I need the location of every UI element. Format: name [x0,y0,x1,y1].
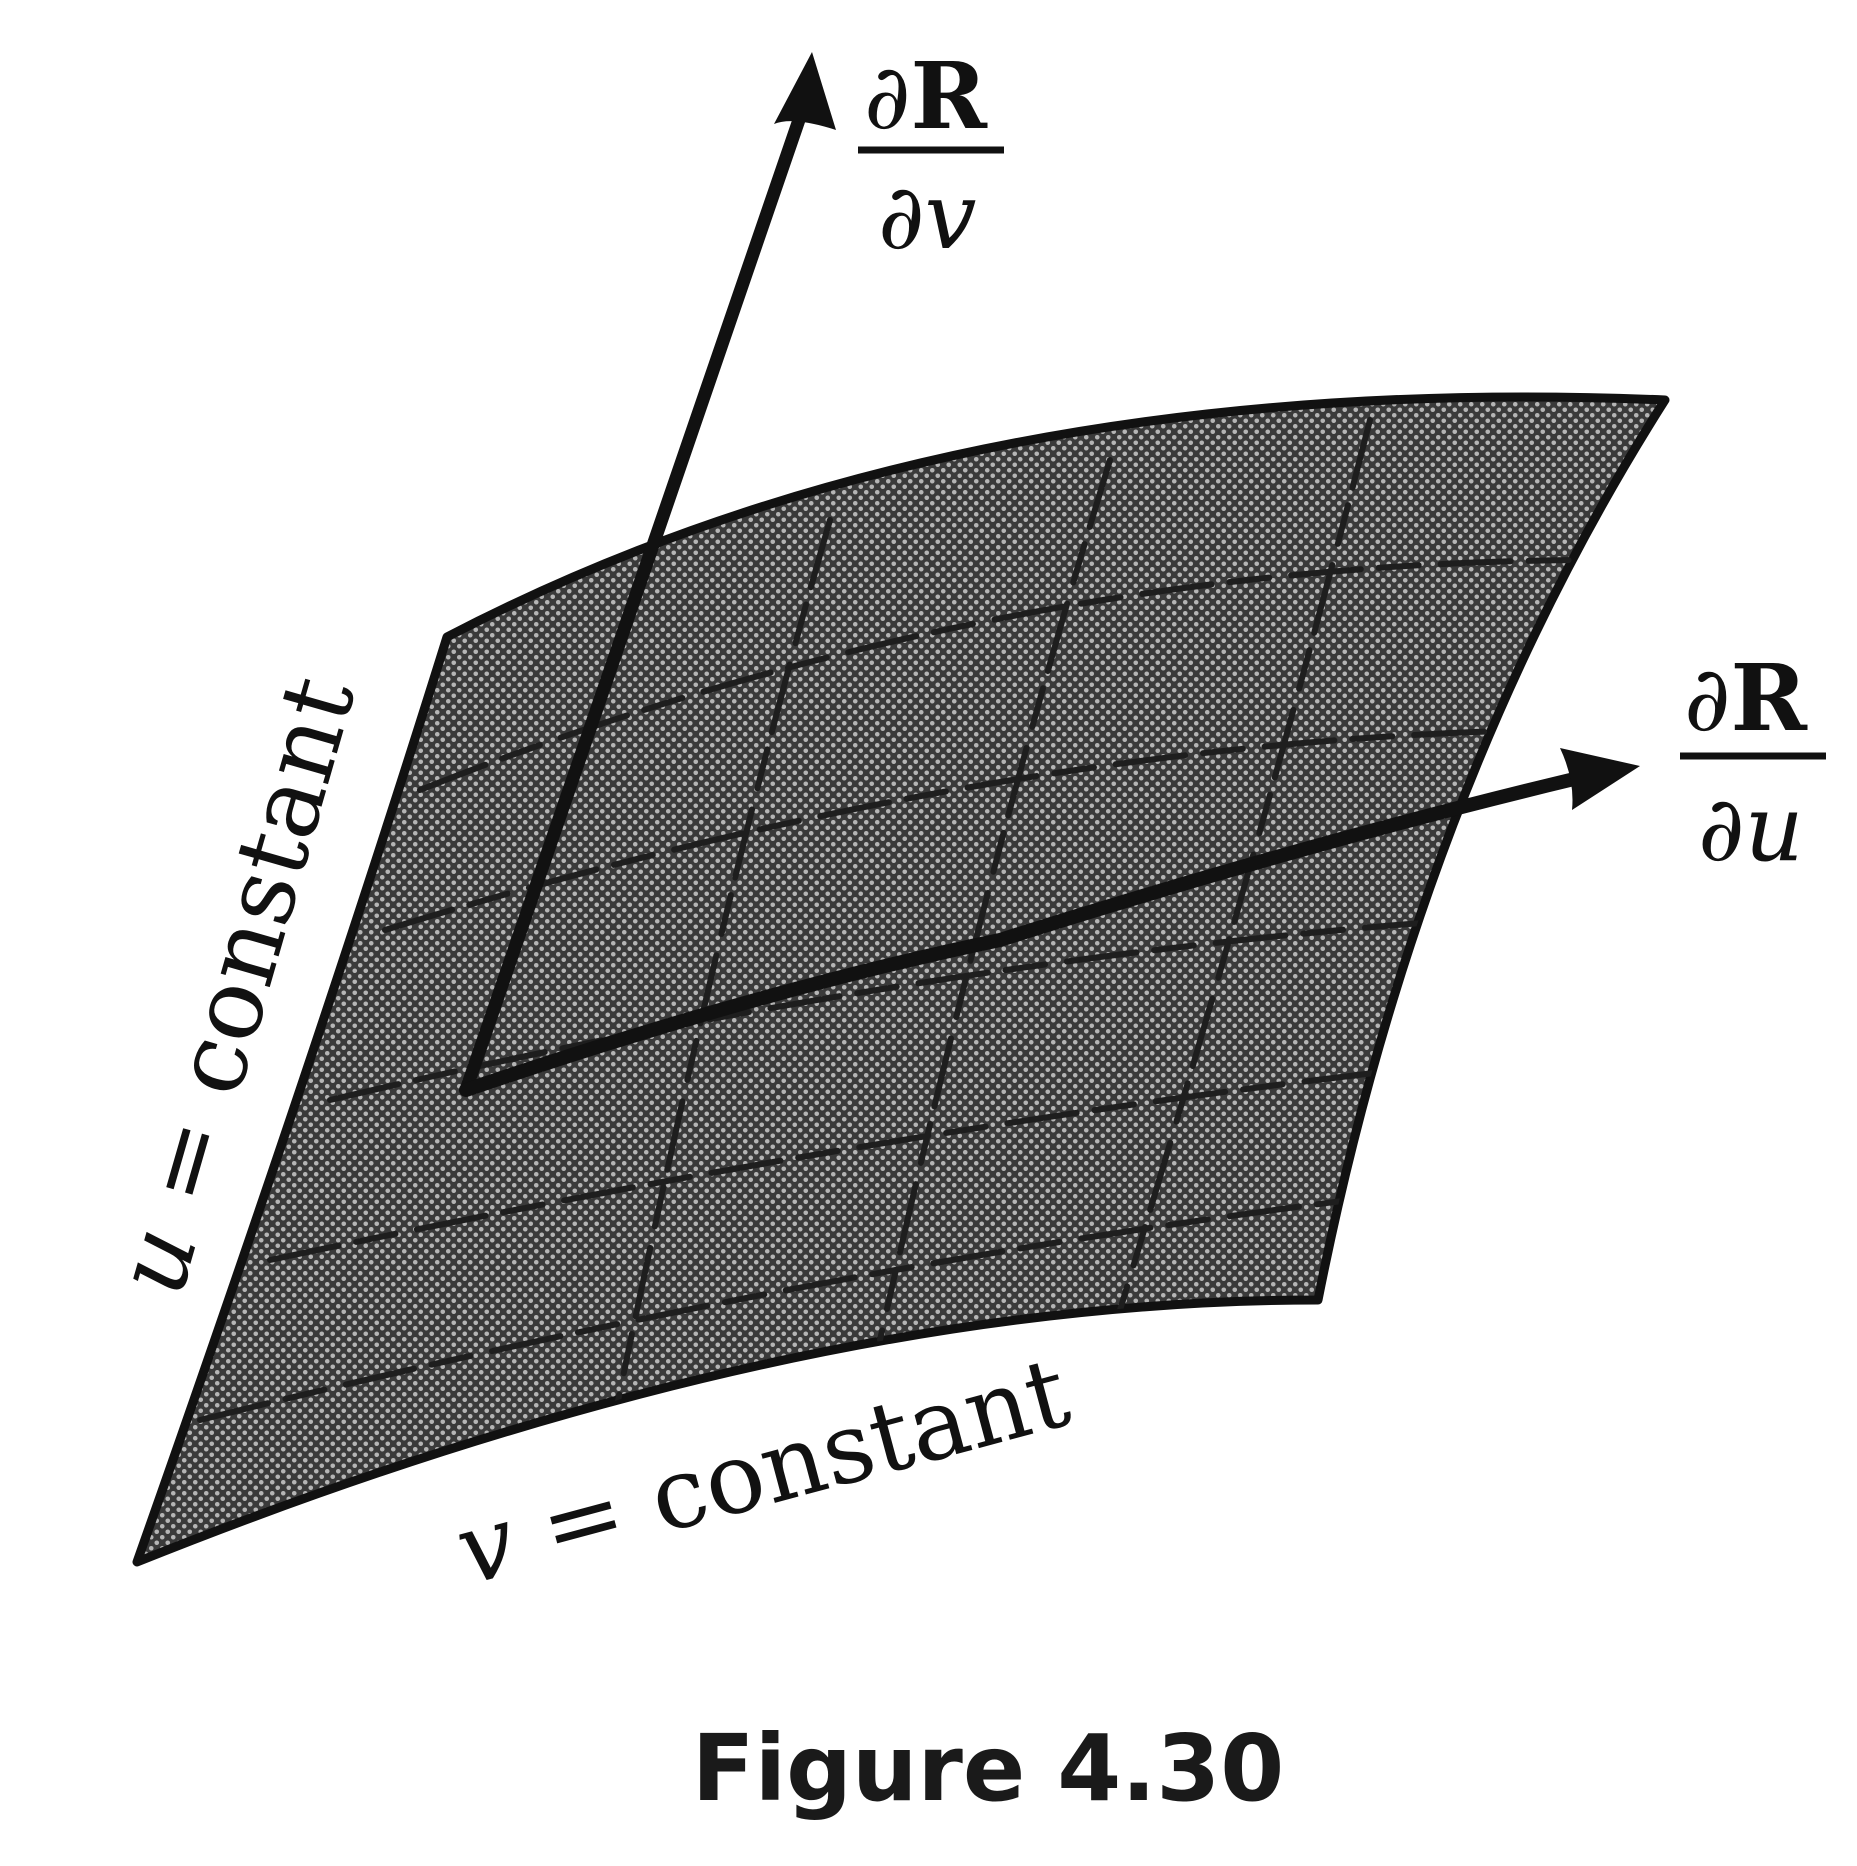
dR-du-arrowhead [1560,748,1640,810]
surface-fill [132,392,1670,1567]
dR-du-vector [459,748,1640,1097]
surface-patch [132,392,1670,1567]
partial-symbol: ∂ [864,45,911,150]
dR-dv-label: ∂R ∂v [858,42,1004,270]
v-constant-curve [267,1067,1403,1263]
dR-dv-arrowhead [774,52,836,130]
dR-du-label: ∂R ∂u [1680,644,1826,882]
svg-text:∂u: ∂u [1698,775,1804,882]
svg-text:∂v: ∂v [878,163,977,270]
v-constant-curve [327,917,1463,1103]
svg-text:∂R: ∂R [1684,644,1808,752]
v-constant-curve [197,1197,1353,1423]
figure-caption: Figure 4.30 [692,1715,1285,1822]
u-constant-curve [607,517,833,1443]
svg-text:∂R: ∂R [864,42,988,150]
v-constant-curve [382,727,1548,933]
u-constant-curve [877,457,1113,1343]
dR-dv-vector [459,52,836,1097]
